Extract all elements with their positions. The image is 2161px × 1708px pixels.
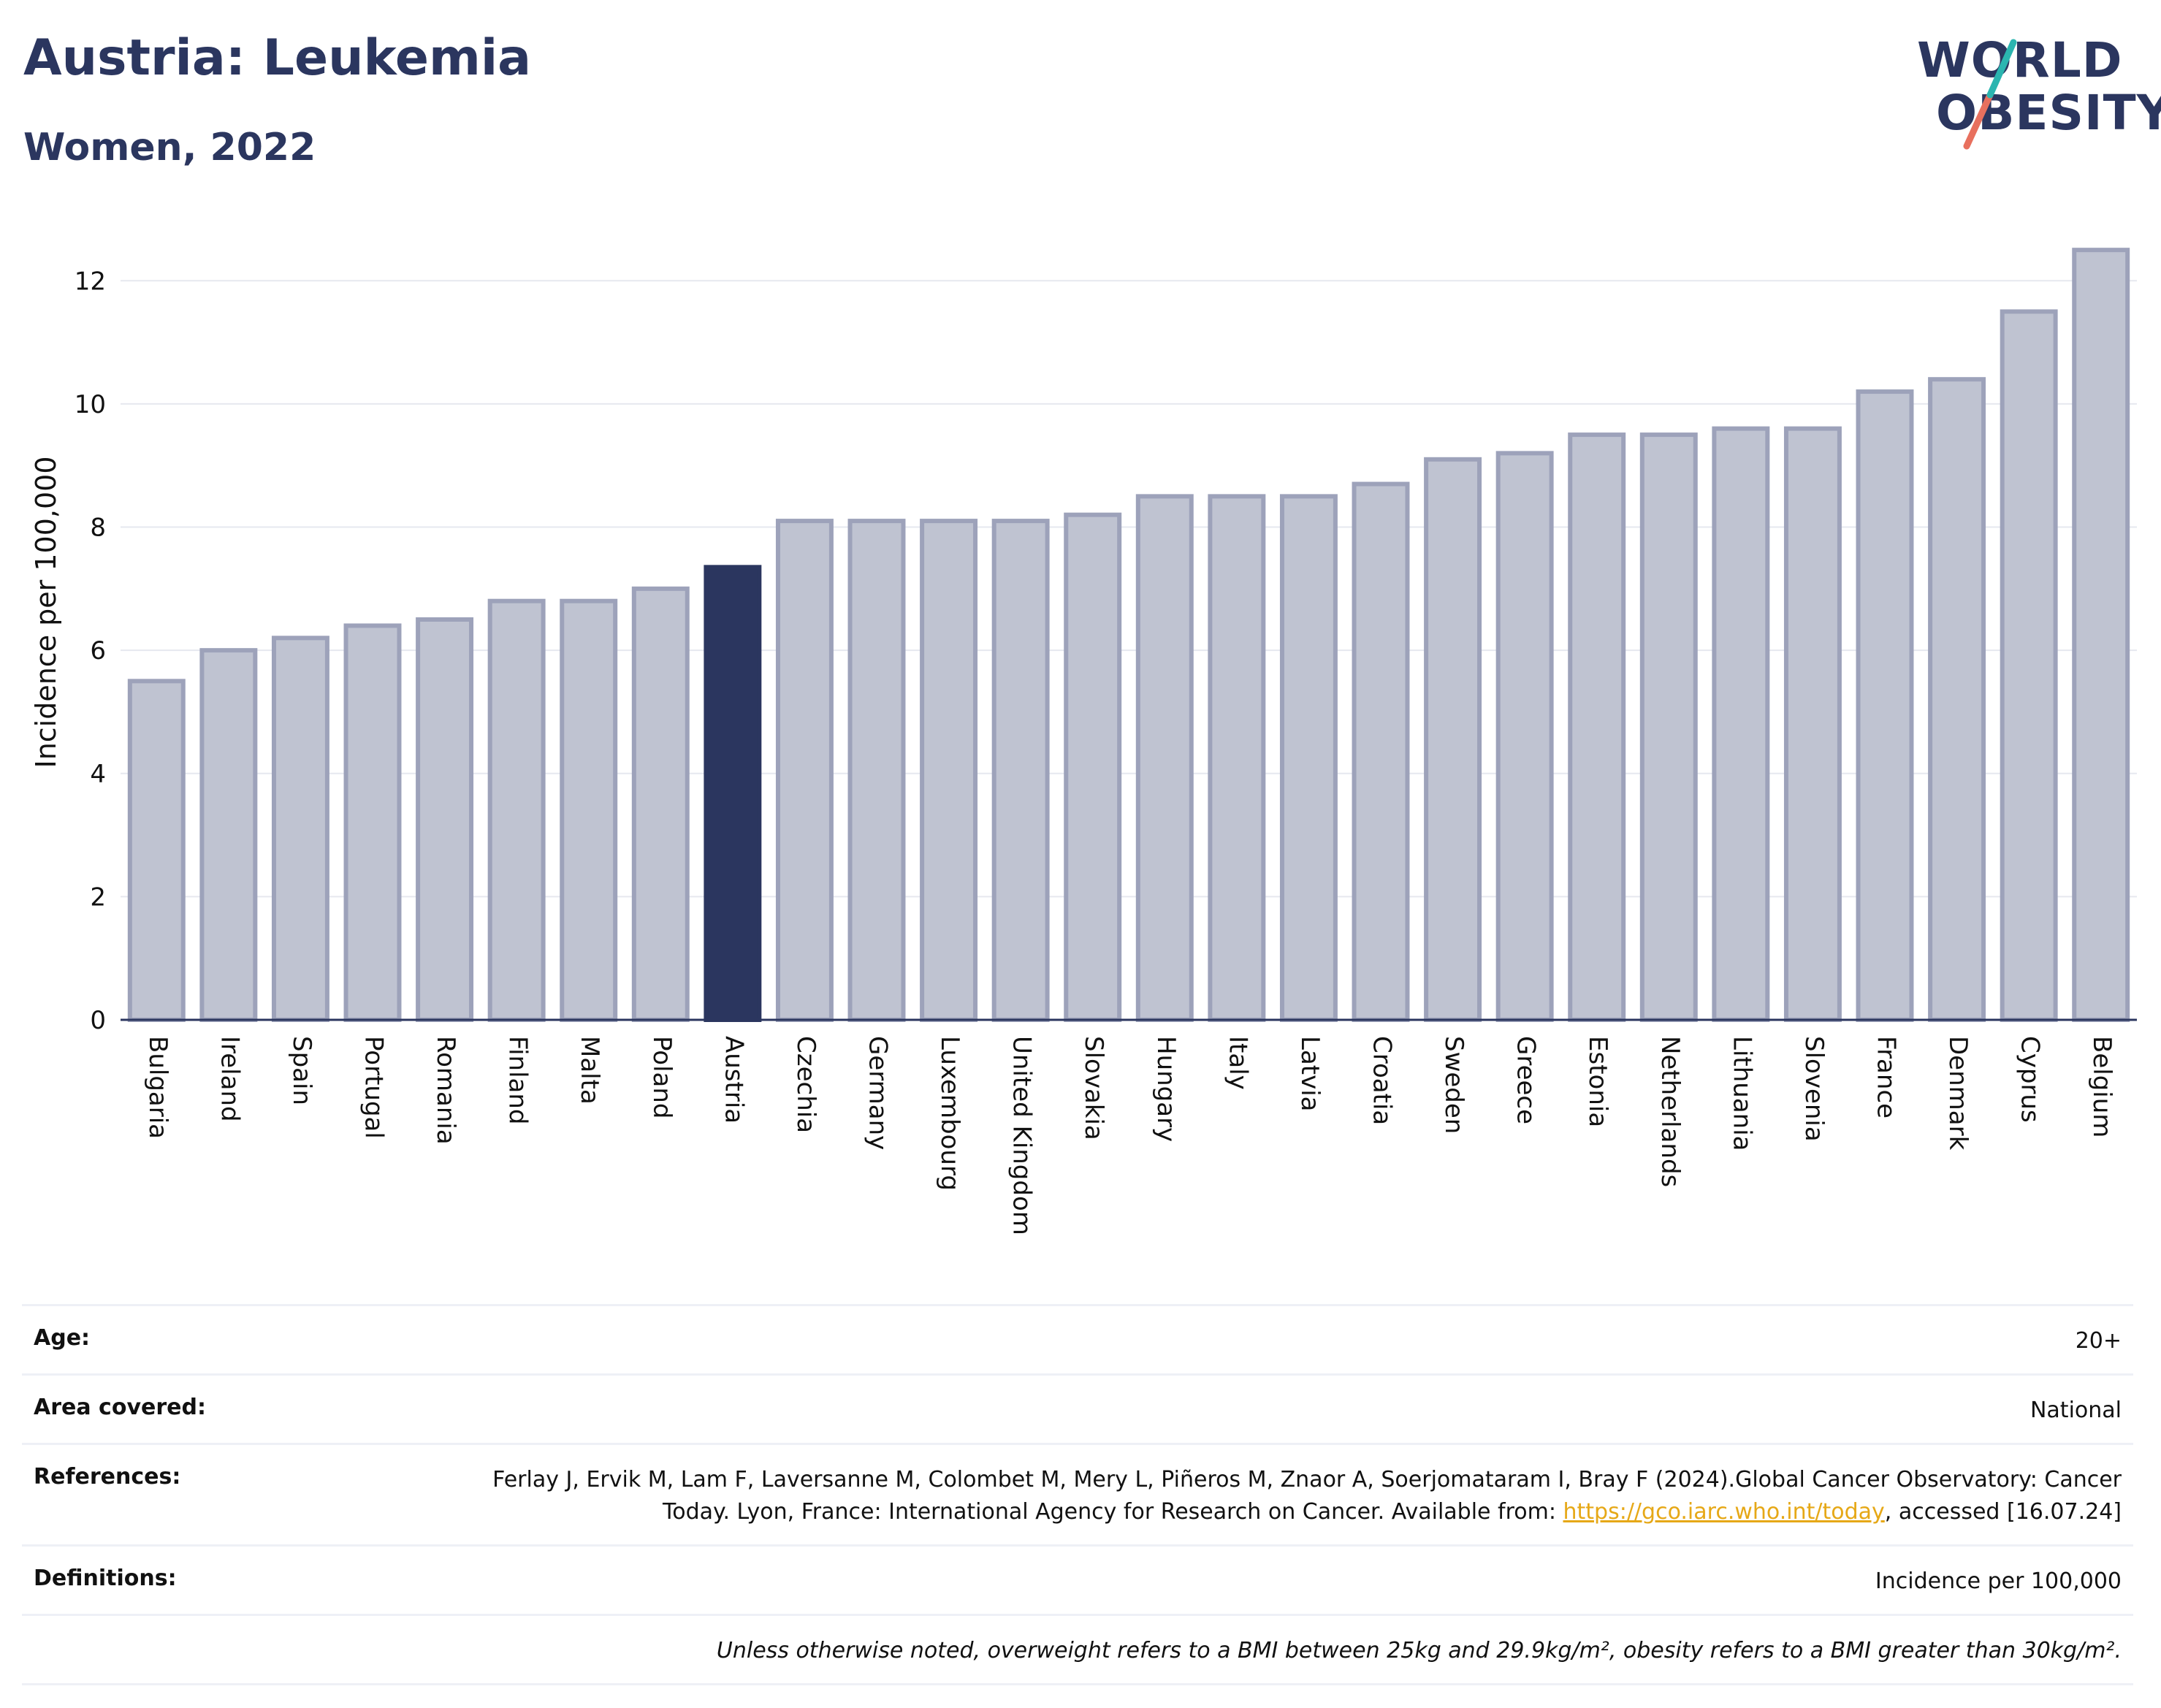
y-tick-label: 10 xyxy=(75,390,106,419)
x-tick-label: Croatia xyxy=(1368,1036,1397,1125)
bar xyxy=(1568,432,1626,1022)
definitions-value: Incidence per 100,000 xyxy=(1875,1568,2122,1594)
bar xyxy=(1783,426,1842,1022)
y-tick-label: 4 xyxy=(90,760,106,789)
references-tail: , accessed [16.07.24] xyxy=(1884,1499,2122,1525)
area-label: Area covered: xyxy=(34,1395,206,1420)
y-axis-label: Incidence per 100,000 xyxy=(30,456,62,768)
references-text: Ferlay J, Ervik M, Lam F, Laversanne M, … xyxy=(492,1467,2122,1525)
x-tick-label: Latvia xyxy=(1295,1036,1325,1112)
info-row-note: Unless otherwise noted, overweight refer… xyxy=(22,1614,2133,1685)
bar xyxy=(199,648,258,1023)
bar xyxy=(2000,309,2058,1022)
age-value: 20+ xyxy=(2075,1328,2122,1354)
x-tick-label: Lithuania xyxy=(1727,1036,1756,1151)
bar xyxy=(631,586,690,1022)
bar xyxy=(1856,389,1914,1022)
x-tick-label: Belgium xyxy=(2087,1036,2116,1137)
references-value: Ferlay J, Ervik M, Lam F, Laversanne M, … xyxy=(485,1464,2122,1528)
bar xyxy=(1064,512,1122,1022)
x-tick-label: Greece xyxy=(1512,1036,1541,1124)
bar xyxy=(847,519,906,1022)
age-label: Age: xyxy=(34,1325,91,1351)
bar xyxy=(775,519,834,1022)
x-tick-label: Italy xyxy=(1223,1036,1252,1090)
bmi-note: Unless otherwise noted, overweight refer… xyxy=(716,1638,2122,1663)
y-tick-label: 8 xyxy=(90,514,106,543)
bar-chart: 0 2 4 6 8 10 12 Incidence per 100,000 Bulgaria Ir… xyxy=(30,248,2137,1235)
definitions-label: Definitions: xyxy=(34,1566,177,1591)
bar xyxy=(1495,451,1554,1022)
page-title: Austria: Leukemia xyxy=(23,29,532,87)
info-row-definitions: Definitions: Incidence per 100,000 xyxy=(22,1544,2133,1614)
x-tick-label: Romania xyxy=(431,1036,460,1145)
y-tick-label: 6 xyxy=(90,636,106,666)
bar xyxy=(271,636,329,1022)
bar xyxy=(991,519,1050,1022)
logo-line-1: WORLD xyxy=(1917,32,2123,88)
bar xyxy=(1279,494,1338,1022)
x-tick-label: France xyxy=(1872,1036,1901,1118)
x-tick-label: Spain xyxy=(287,1036,316,1105)
x-tick-label: Cyprus xyxy=(2016,1036,2045,1123)
info-row-references: References: Ferlay J, Ervik M, Lam F, La… xyxy=(22,1443,2133,1544)
bar-highlight xyxy=(704,565,762,1022)
x-tick-label: Sweden xyxy=(1439,1036,1468,1134)
x-tick-label: Slovenia xyxy=(1799,1036,1829,1142)
x-tick-label: Luxembourg xyxy=(935,1036,964,1191)
x-tick-label: Bulgaria xyxy=(143,1036,172,1139)
world-obesity-logo: WORLD OBESITY xyxy=(1907,29,2161,153)
bar xyxy=(1135,494,1194,1022)
x-tick-label: Malta xyxy=(575,1036,604,1105)
x-tick-label: Finland xyxy=(503,1036,533,1125)
x-tick-label: Germany xyxy=(864,1036,893,1150)
bar xyxy=(416,617,474,1022)
x-tick-label: Netherlands xyxy=(1655,1036,1685,1187)
info-table: Age: 20+ Area covered: National Referenc… xyxy=(22,1304,2133,1685)
bar xyxy=(343,623,402,1022)
y-tick-label: 12 xyxy=(75,267,106,296)
x-tick-label: United Kingdom xyxy=(1007,1036,1037,1235)
x-tick-label: Poland xyxy=(647,1036,676,1119)
bar xyxy=(1712,426,1770,1022)
x-tick-label: Portugal xyxy=(359,1036,389,1139)
x-tick-label: Ireland xyxy=(215,1036,244,1122)
x-tick-label: Denmark xyxy=(1943,1036,1973,1151)
x-tick-label: Slovakia xyxy=(1079,1036,1108,1140)
y-tick-label: 2 xyxy=(90,882,106,912)
area-value: National xyxy=(2029,1398,2122,1423)
bar xyxy=(127,679,186,1022)
bar xyxy=(920,519,978,1022)
x-tick-label: Czechia xyxy=(791,1036,820,1133)
references-label: References: xyxy=(34,1464,181,1490)
bar xyxy=(2072,248,2130,1023)
info-row-age: Age: 20+ xyxy=(22,1304,2133,1373)
x-tick-label: Austria xyxy=(719,1036,748,1124)
bar xyxy=(1424,457,1482,1022)
bar xyxy=(560,598,618,1022)
y-tick-label: 0 xyxy=(90,1006,106,1035)
page-subtitle: Women, 2022 xyxy=(23,126,316,169)
bar xyxy=(1639,432,1698,1022)
bar xyxy=(1352,481,1410,1022)
bar xyxy=(1208,494,1266,1022)
bar xyxy=(487,598,546,1022)
x-tick-label: Hungary xyxy=(1151,1036,1181,1142)
bar xyxy=(1928,377,1986,1022)
logo-slash-icon xyxy=(1963,39,2017,150)
info-row-area: Area covered: National xyxy=(22,1373,2133,1443)
x-tick-label: Estonia xyxy=(1583,1036,1612,1127)
references-link[interactable]: https://gco.iarc.who.int/today xyxy=(1563,1499,1885,1525)
